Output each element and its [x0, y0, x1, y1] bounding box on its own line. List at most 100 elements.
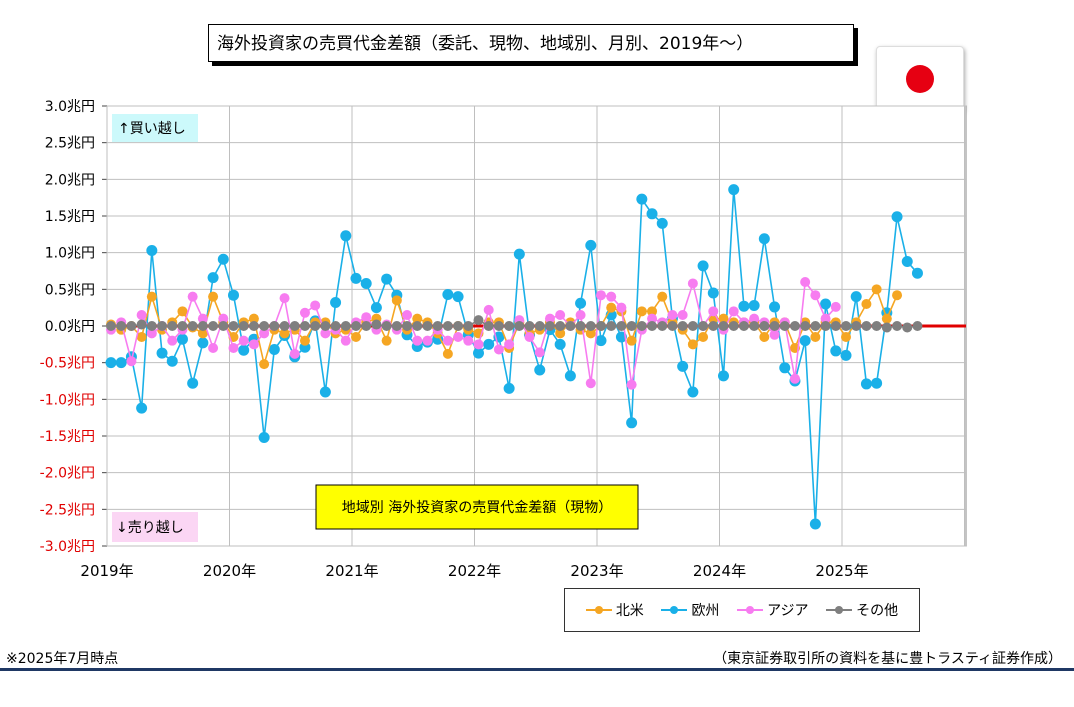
x-tick-label: 2020年 — [203, 562, 256, 580]
data-point-europe — [452, 291, 464, 303]
data-point-other — [146, 321, 157, 331]
data-point-other — [248, 321, 259, 331]
legend-marker-north-america — [585, 606, 612, 614]
data-point-other — [820, 321, 831, 331]
data-point-asia — [493, 344, 504, 355]
data-point-europe — [534, 364, 546, 376]
data-point-europe — [707, 287, 719, 299]
data-point-other — [340, 321, 351, 331]
data-point-other — [106, 321, 116, 331]
annotation-box — [315, 484, 639, 530]
data-point-asia — [534, 347, 545, 358]
data-point-europe — [136, 402, 148, 414]
data-point-asia — [585, 378, 596, 389]
data-point-europe — [115, 357, 127, 369]
legend-label-other: その他 — [856, 603, 899, 619]
data-point-europe — [769, 301, 781, 313]
data-point-other — [841, 321, 851, 331]
data-point-europe — [503, 382, 515, 394]
legend-item-asia: アジア — [737, 600, 809, 620]
data-point-europe — [718, 370, 729, 382]
data-point-asia — [442, 335, 453, 346]
y-tick-label: 2.0兆円 — [45, 172, 95, 188]
y-tick-label: -2.0兆円 — [40, 466, 95, 482]
data-point-asia — [238, 335, 249, 346]
data-point-asia — [800, 277, 811, 287]
data-point-europe — [646, 208, 658, 220]
data-point-asia — [616, 302, 627, 313]
data-point-north-america — [841, 332, 851, 342]
data-point-north-america — [606, 302, 617, 313]
data-point-europe — [156, 347, 168, 359]
x-tick-label: 2019年 — [80, 562, 133, 580]
data-point-north-america — [759, 332, 770, 342]
data-point-europe — [258, 431, 270, 443]
data-point-other — [463, 321, 474, 331]
data-point-europe — [166, 355, 178, 367]
data-point-europe — [891, 211, 903, 223]
data-point-other — [167, 321, 178, 331]
data-point-europe — [636, 193, 648, 205]
data-point-europe — [901, 255, 913, 267]
data-point-other — [687, 321, 698, 331]
data-point-other — [422, 321, 433, 331]
data-point-other — [585, 321, 596, 331]
data-point-north-america — [861, 299, 872, 309]
y-tick-label: 1.5兆円 — [45, 209, 95, 225]
legend-label-europe: 欧州 — [691, 603, 720, 619]
footnote: ※2025年7月時点 — [6, 651, 119, 667]
data-point-europe — [228, 289, 239, 301]
y-tick-label: 1.0兆円 — [45, 246, 95, 262]
data-point-other — [677, 321, 688, 331]
data-point-other — [647, 321, 658, 331]
data-point-asia — [197, 313, 208, 324]
data-point-europe — [350, 272, 362, 284]
data-point-north-america — [177, 306, 188, 317]
data-point-europe — [370, 302, 382, 314]
data-point-other — [544, 321, 555, 331]
data-point-europe — [105, 357, 117, 369]
data-point-other — [361, 321, 372, 331]
data-point-asia — [412, 335, 423, 346]
data-point-asia — [167, 335, 178, 346]
data-point-north-america — [687, 339, 698, 350]
y-tick-label: -0.5兆円 — [40, 356, 95, 372]
data-point-other — [310, 321, 321, 331]
data-point-europe — [513, 248, 525, 260]
data-point-north-america — [136, 332, 147, 342]
data-point-other — [157, 321, 168, 331]
data-point-asia — [228, 343, 239, 353]
data-point-other — [871, 321, 882, 331]
data-point-other — [881, 322, 892, 333]
data-point-other — [718, 321, 729, 331]
data-point-other — [728, 321, 739, 331]
data-point-other — [412, 321, 423, 331]
data-point-north-america — [871, 284, 882, 295]
data-point-other — [738, 321, 749, 331]
y-tick-label: 3.0兆円 — [45, 99, 95, 115]
data-point-other — [616, 321, 627, 331]
legend-marker-other — [826, 606, 853, 614]
x-tick-label: 2022年 — [448, 562, 501, 580]
data-point-asia — [789, 373, 800, 384]
data-point-europe — [473, 347, 484, 359]
data-point-asia — [248, 339, 259, 350]
data-point-other — [851, 321, 862, 331]
data-point-other — [197, 321, 208, 331]
data-point-europe — [758, 233, 770, 245]
data-point-other — [483, 321, 494, 331]
data-point-north-america — [208, 291, 219, 302]
data-point-europe — [442, 288, 454, 300]
data-point-europe — [585, 239, 597, 251]
legend-marker-europe — [661, 606, 688, 614]
data-point-europe — [268, 343, 280, 355]
x-tick-label: 2023年 — [570, 562, 623, 580]
data-point-other — [779, 321, 790, 331]
legend-item-north-america: 北米 — [585, 600, 644, 620]
data-point-asia — [524, 332, 535, 342]
data-point-north-america — [657, 291, 668, 302]
data-point-asia — [667, 310, 678, 320]
x-tick-label: 2024年 — [693, 562, 746, 580]
data-point-europe — [146, 244, 158, 256]
